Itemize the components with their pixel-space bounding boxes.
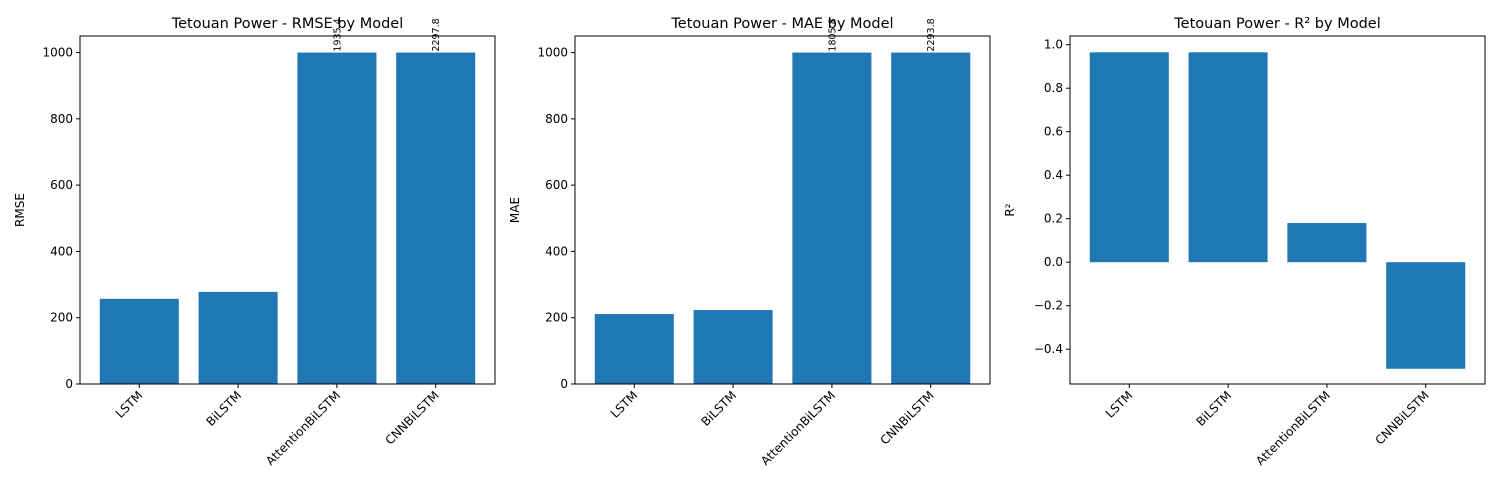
bar-bilstm [198, 291, 278, 384]
x-tick-label-attentionbilstm: AttentionBiLSTM [1253, 388, 1333, 468]
bar-attentionbilstm [792, 52, 872, 384]
y-axis-label: R² [1003, 203, 1017, 216]
bar-bilstm [693, 310, 773, 384]
y-tick-label: 0.0 [1044, 255, 1063, 269]
bar-cnnbilstm [396, 52, 476, 384]
chart-title: Tetouan Power - MAE by Model [670, 16, 893, 32]
bar-bilstm [1188, 52, 1268, 263]
x-tick-label-bilstm: BiLSTM [204, 388, 245, 429]
x-tick-label-cnnbilstm: CNNBiLSTM [383, 388, 442, 447]
y-tick-label: 1.0 [1044, 38, 1063, 52]
bar-lstm [594, 314, 674, 384]
y-tick-label: 800 [545, 112, 568, 126]
chart-title: Tetouan Power - RMSE by Model [171, 16, 404, 32]
y-tick-label: 200 [50, 311, 73, 325]
y-tick-label: 0.4 [1044, 168, 1063, 182]
bar-lstm [99, 298, 179, 384]
bar-cnnbilstm [1386, 262, 1466, 369]
bar-attentionbilstm [297, 52, 377, 384]
y-tick-label: 400 [50, 244, 73, 258]
data-label-attentionbilstm: 1935.4 [332, 18, 343, 51]
axes-frame [79, 35, 496, 385]
x-tick-label-attentionbilstm: AttentionBiLSTM [263, 388, 343, 468]
x-tick-label-lstm: LSTM [1103, 388, 1136, 421]
axes-frame [574, 35, 991, 385]
y-tick-label: 600 [545, 178, 568, 192]
y-tick-label: −0.4 [1034, 342, 1063, 356]
y-axis-label: RMSE [13, 193, 27, 227]
y-tick-label: 1000 [42, 46, 73, 60]
bar-attentionbilstm [1287, 223, 1367, 263]
y-tick-label: −0.2 [1034, 299, 1063, 313]
data-label-cnnbilstm: 2293.8 [926, 18, 937, 51]
y-tick-label: 400 [545, 244, 568, 258]
x-tick-label-cnnbilstm: CNNBiLSTM [1373, 388, 1432, 447]
x-tick-label-bilstm: BiLSTM [699, 388, 740, 429]
bar-lstm [1089, 52, 1169, 263]
y-tick-label: 0.2 [1044, 212, 1063, 226]
x-tick-label-attentionbilstm: AttentionBiLSTM [758, 388, 838, 468]
y-axis-label: MAE [508, 197, 522, 223]
x-tick-label-bilstm: BiLSTM [1194, 388, 1235, 429]
y-tick-label: 600 [50, 178, 73, 192]
y-tick-label: 0.8 [1044, 81, 1063, 95]
chart-title: Tetouan Power - R² by Model [1173, 16, 1380, 32]
x-tick-label-lstm: LSTM [608, 388, 641, 421]
x-tick-label-lstm: LSTM [113, 388, 146, 421]
bar-cnnbilstm [891, 52, 971, 384]
chart-panel-1: 1935.4 2297.8 0 200 400 600 800 1000 LSTM BiLSTM A… [13, 16, 496, 468]
y-tick-label: 200 [545, 311, 568, 325]
x-tick-label-cnnbilstm: CNNBiLSTM [878, 388, 937, 447]
axes-frame [1069, 35, 1486, 385]
chart-panel-2: 1805.8 2293.8 0 200 400 600 800 1000 LSTM BiLSTM A… [508, 16, 991, 468]
data-label-cnnbilstm: 2297.8 [431, 18, 442, 51]
y-tick-label: 1000 [537, 46, 568, 60]
y-tick-label: 0 [560, 377, 568, 391]
data-label-attentionbilstm: 1805.8 [827, 18, 838, 51]
y-tick-label: 800 [50, 112, 73, 126]
chart-panel-3: −0.4 −0.2 0.0 0.2 0.4 0.6 0.8 1.0 LSTM BiLSTM Atte… [1003, 16, 1486, 468]
y-tick-label: 0 [65, 377, 73, 391]
y-tick-label: 0.6 [1044, 125, 1063, 139]
